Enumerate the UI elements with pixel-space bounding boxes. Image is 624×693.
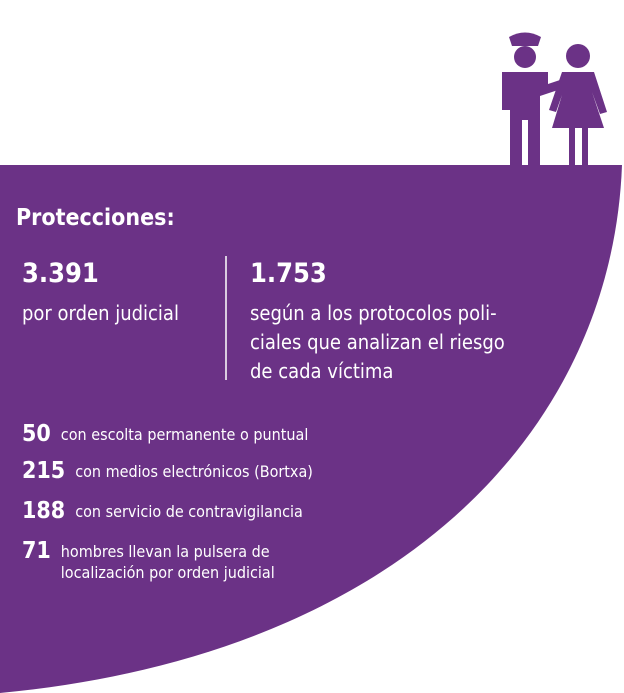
- item-number: 50: [22, 421, 51, 447]
- item-description: con servicio de contravigilancia: [75, 502, 303, 521]
- item-description: hombres llevan la pulsera de: [61, 542, 270, 561]
- item-number: 188: [22, 498, 65, 524]
- item-description: localización por orden judicial: [61, 563, 275, 582]
- main-number: 3.391: [22, 258, 99, 289]
- item-number: 215: [22, 458, 65, 484]
- item-description: con escolta permanente o puntual: [61, 425, 309, 444]
- main-description: de cada víctima: [250, 359, 393, 383]
- main-description: ciales que analizan el riesgo: [250, 330, 505, 354]
- section-title: Protecciones:: [16, 205, 175, 231]
- main-description: por orden judicial: [22, 301, 179, 325]
- item-description: con medios electrónicos (Bortxa): [75, 462, 313, 481]
- main-description: según a los protocolos poli-: [250, 301, 497, 325]
- purple-panel: [0, 165, 622, 693]
- figures-icon: [502, 32, 607, 165]
- item-number: 71: [22, 538, 51, 564]
- main-number: 1.753: [250, 258, 327, 289]
